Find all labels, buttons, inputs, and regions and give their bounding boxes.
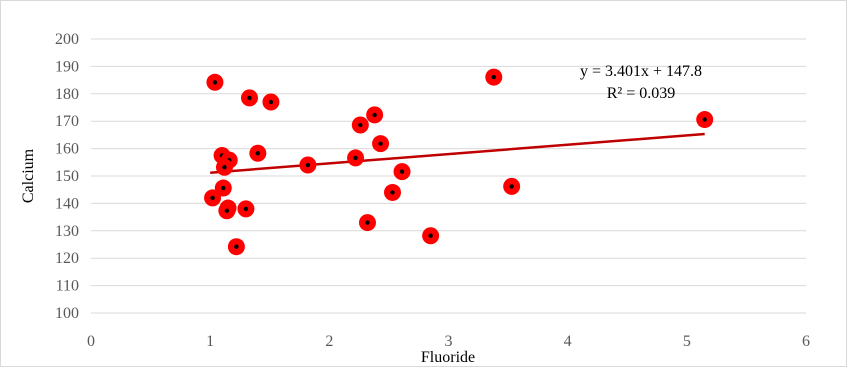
- data-point-center: [255, 151, 261, 156]
- data-point-7: [249, 144, 267, 162]
- y-tick-label-110: 110: [56, 278, 79, 295]
- data-point-center: [224, 208, 230, 213]
- data-point-center: [509, 184, 514, 189]
- x-tick-label-2: 2: [325, 333, 333, 350]
- data-point-center: [428, 233, 433, 238]
- trendline-equation: y = 3.401x + 147.8: [580, 63, 702, 80]
- data-point-12: [218, 202, 236, 220]
- data-point-center: [247, 95, 252, 101]
- data-point-center: [390, 190, 395, 195]
- y-tick-label-170: 170: [55, 113, 79, 130]
- data-point-24: [503, 177, 521, 195]
- y-tick-label-150: 150: [55, 168, 79, 185]
- data-point-center: [210, 195, 215, 201]
- data-points: [204, 68, 714, 256]
- data-point-20: [383, 183, 401, 201]
- data-point-10: [214, 179, 232, 197]
- data-point-center: [353, 155, 358, 161]
- trendline: [210, 132, 705, 174]
- x-axis-ticks: 0 1 2 3 4 5 6: [87, 333, 810, 350]
- y-axis-ticks: 100 110 120 130 140 150 160 170 180 190 200: [55, 31, 79, 322]
- x-axis-title: Fluoride: [421, 349, 475, 366]
- x-tick-label-0: 0: [87, 333, 95, 350]
- data-point-center: [399, 169, 405, 174]
- x-tick-label-6: 6: [802, 333, 810, 350]
- y-tick-label-190: 190: [55, 58, 79, 75]
- y-tick-label-100: 100: [55, 305, 79, 322]
- data-point-14: [227, 238, 245, 256]
- data-point-center: [491, 74, 496, 80]
- data-point-25: [696, 111, 714, 129]
- data-point-19: [393, 163, 411, 181]
- y-tick-label-200: 200: [55, 31, 79, 48]
- data-point-9: [204, 189, 222, 207]
- y-tick-label-120: 120: [55, 250, 79, 267]
- data-point-center: [221, 185, 226, 191]
- x-tick-label-3: 3: [445, 333, 453, 350]
- x-tick-label-5: 5: [683, 333, 691, 350]
- data-point-center: [234, 244, 239, 249]
- data-point-center: [365, 220, 370, 225]
- data-point-22: [422, 227, 440, 245]
- x-tick-label-1: 1: [206, 333, 214, 350]
- y-tick-label-140: 140: [55, 195, 79, 212]
- y-tick-label-130: 130: [55, 223, 79, 240]
- data-point-15: [347, 149, 365, 167]
- data-point-1: [206, 73, 224, 91]
- data-point-6: [215, 158, 233, 176]
- data-point-center: [702, 117, 707, 122]
- data-point-8: [299, 156, 317, 174]
- y-axis-title: Calcium: [20, 148, 37, 203]
- data-point-center: [212, 80, 218, 85]
- data-point-13: [237, 200, 255, 218]
- data-point-3: [262, 93, 280, 111]
- data-point-center: [222, 165, 227, 170]
- data-point-17: [366, 106, 384, 124]
- data-point-center: [358, 122, 363, 128]
- data-point-21: [358, 214, 376, 232]
- data-point-center: [378, 141, 383, 146]
- x-tick-label-4: 4: [564, 333, 572, 350]
- data-point-center: [305, 162, 311, 168]
- data-point-16: [351, 116, 369, 134]
- data-point-2: [240, 89, 258, 107]
- data-point-18: [372, 135, 390, 153]
- y-tick-label-160: 160: [55, 141, 79, 158]
- data-point-23: [485, 68, 503, 86]
- data-point-center: [268, 99, 274, 105]
- trendline-r-squared: R² = 0.039: [607, 85, 676, 102]
- y-tick-label-180: 180: [55, 86, 79, 103]
- data-point-center: [243, 206, 249, 212]
- data-point-center: [372, 112, 377, 118]
